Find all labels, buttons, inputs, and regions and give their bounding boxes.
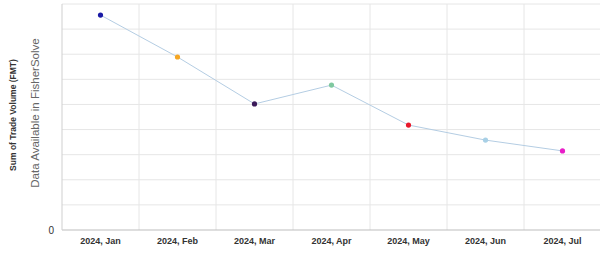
- x-tick-label: 2024, May: [387, 236, 430, 246]
- chart-svg: 0 2024, Jan 2024, Feb 2024, Mar 2024, Apr 202…: [0, 0, 600, 278]
- grid-line: [62, 154, 600, 155]
- x-tick-label: 2024, Apr: [311, 236, 352, 246]
- point: [329, 83, 334, 88]
- point: [406, 122, 411, 127]
- y-tick-label: 0: [48, 225, 54, 236]
- x-tick-label: 2024, Jul: [543, 236, 581, 246]
- chart-root: 0 2024, Jan 2024, Feb 2024, Mar 2024, Apr 202…: [0, 0, 600, 278]
- grid-line-vertical: [216, 4, 217, 230]
- x-tick-label: 2024, Jan: [80, 236, 121, 246]
- point: [252, 101, 257, 106]
- grid-line-vertical: [447, 4, 448, 230]
- point: [560, 148, 565, 153]
- grid-line-vertical: [524, 4, 525, 230]
- y-axis-title: Sum of Trade Volume (FMT): [8, 59, 18, 171]
- grid-line: [62, 54, 600, 55]
- grid-line-vertical: [293, 4, 294, 230]
- grid-line: [62, 29, 600, 30]
- x-tick-label: 2024, Mar: [234, 236, 276, 246]
- plot-group: [98, 12, 565, 153]
- grid-line-vertical: [139, 4, 140, 230]
- x-tick-label: 2024, Jun: [465, 236, 506, 246]
- grid-line: [62, 204, 600, 205]
- grid-line: [62, 79, 600, 80]
- grid-line: [62, 129, 600, 130]
- grid-line: [62, 4, 600, 5]
- y-tick-grid: [62, 230, 600, 231]
- x-tick-label: 2024, Feb: [157, 236, 199, 246]
- point: [98, 12, 103, 17]
- y-axis-line: [62, 4, 63, 230]
- grid-line: [62, 179, 600, 180]
- annotation: Data Available in FisherSolve: [29, 38, 41, 187]
- line: [101, 15, 563, 151]
- point: [483, 138, 488, 143]
- grid-line: [62, 104, 600, 105]
- point: [175, 54, 180, 59]
- grid-line-vertical: [370, 4, 371, 230]
